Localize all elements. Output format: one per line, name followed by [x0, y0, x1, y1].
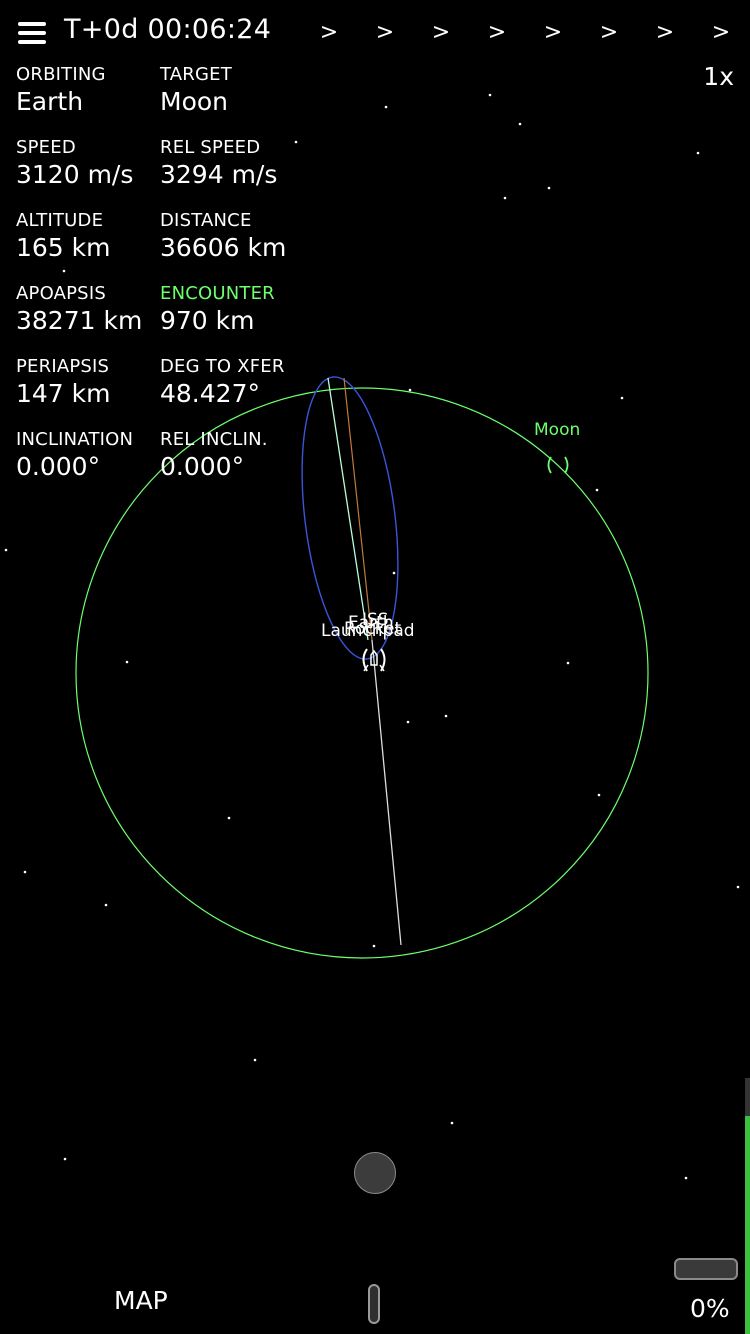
trajectory-line-lower [371, 639, 402, 946]
star [253, 1058, 257, 1062]
stat-deg-to-xfer: DEG TO XFER 48.427° [160, 356, 285, 410]
stat-label: INCLINATION [16, 429, 134, 450]
stat-value: 0.000° [16, 452, 101, 481]
stat-label: REL SPEED [160, 137, 261, 158]
stat-label: APOAPSIS [16, 283, 106, 304]
throttle-percent: 0% [690, 1294, 730, 1323]
star [372, 944, 376, 948]
stat-label: ALTITUDE [16, 210, 104, 231]
warp-arrow-button[interactable]: > [599, 20, 619, 45]
stat-orbiting: ORBITING Earth [16, 64, 106, 118]
stat-value: 0.000° [160, 452, 245, 481]
stat-label: DEG TO XFER [160, 356, 285, 377]
stat-value: Earth [16, 87, 84, 116]
warp-arrow-button[interactable]: > [487, 20, 507, 45]
star [104, 903, 108, 907]
star [547, 186, 551, 190]
moon-label[interactable]: Moon [534, 420, 581, 440]
star [42, 468, 46, 472]
stat-label: PERIAPSIS [16, 356, 110, 377]
warp-arrow-button[interactable]: > [711, 20, 731, 45]
stat-distance: DISTANCE 36606 km [160, 210, 286, 264]
stat-value: 36606 km [160, 233, 287, 262]
hamburger-menu-icon[interactable] [18, 22, 46, 44]
stat-value: 3294 m/s [160, 160, 278, 189]
star [597, 793, 601, 797]
star [392, 571, 396, 575]
stat-rel-inclin: REL INCLIN. 0.000° [160, 429, 268, 483]
warp-arrow-button[interactable]: > [543, 20, 563, 45]
stat-label: DISTANCE [160, 210, 252, 231]
throttle-indicator[interactable] [674, 1258, 738, 1280]
stat-value: 970 km [160, 306, 255, 335]
star [503, 196, 507, 200]
map-label-rocket: Rocket [344, 619, 401, 639]
stat-speed: SPEED 3120 m/s [16, 137, 133, 191]
star [620, 396, 624, 400]
stat-rel-speed: REL SPEED 3294 m/s [160, 137, 277, 191]
star [450, 1121, 454, 1125]
stat-altitude: ALTITUDE 165 km [16, 210, 111, 264]
star [4, 548, 8, 552]
starfield [4, 93, 740, 1180]
target-line [343, 377, 373, 641]
stat-label: SPEED [16, 137, 76, 158]
star [488, 93, 492, 97]
time-warp-arrows: > > > > > > > > [318, 16, 738, 50]
star [63, 1157, 67, 1161]
star [125, 660, 129, 664]
trajectory-line-upper [327, 377, 369, 641]
star [62, 269, 66, 273]
stat-target[interactable]: TARGET Moon [160, 64, 232, 118]
star [384, 105, 388, 109]
moon-orbit-path [75, 387, 649, 959]
stat-label: TARGET [160, 64, 232, 85]
star [408, 388, 412, 392]
rocket-marker-icon[interactable] [362, 648, 386, 672]
stat-value: 48.427° [160, 379, 260, 408]
map-label-launchpad: Launchpad [321, 621, 415, 641]
warp-arrow-button[interactable]: > [375, 20, 395, 45]
warp-arrow-button[interactable]: > [431, 20, 451, 45]
stat-value: 147 km [16, 379, 111, 408]
stat-label: REL INCLIN. [160, 429, 268, 450]
stat-value: 38271 km [16, 306, 143, 335]
map-button[interactable]: MAP [114, 1286, 168, 1315]
time-warp-indicator[interactable]: 1x [703, 62, 734, 91]
stat-periapsis: PERIAPSIS 147 km [16, 356, 111, 410]
star [444, 714, 448, 718]
craft-orbit-ellipse [301, 376, 399, 660]
stat-value: 3120 m/s [16, 160, 134, 189]
star [294, 140, 298, 144]
stat-label: ENCOUNTER [160, 283, 275, 304]
stat-inclination: INCLINATION 0.000° [16, 429, 133, 483]
star [696, 151, 700, 155]
star [518, 122, 522, 126]
throttle-handle[interactable] [368, 1284, 380, 1324]
stat-value: Moon [160, 87, 229, 116]
stat-value: 165 km [16, 233, 111, 262]
star [566, 661, 570, 665]
star [23, 870, 27, 874]
warp-arrow-button[interactable]: > [319, 20, 339, 45]
stat-apoapsis: APOAPSIS 38271 km [16, 283, 142, 337]
star [595, 488, 599, 492]
map-label-iss: ISS [362, 610, 389, 630]
stat-encounter: ENCOUNTER 970 km [160, 283, 275, 337]
star [227, 816, 231, 820]
control-center-button[interactable] [354, 1152, 396, 1194]
moon-marker-icon[interactable] [547, 456, 569, 474]
map-label-earth: Earth [348, 613, 394, 633]
fuel-gauge-fill [745, 1116, 750, 1334]
star [406, 720, 410, 724]
mission-clock: T+0d 00:06:24 [64, 14, 272, 45]
star [684, 1176, 688, 1180]
warp-arrow-button[interactable]: > [655, 20, 675, 45]
stat-label: ORBITING [16, 64, 106, 85]
star [736, 885, 740, 889]
